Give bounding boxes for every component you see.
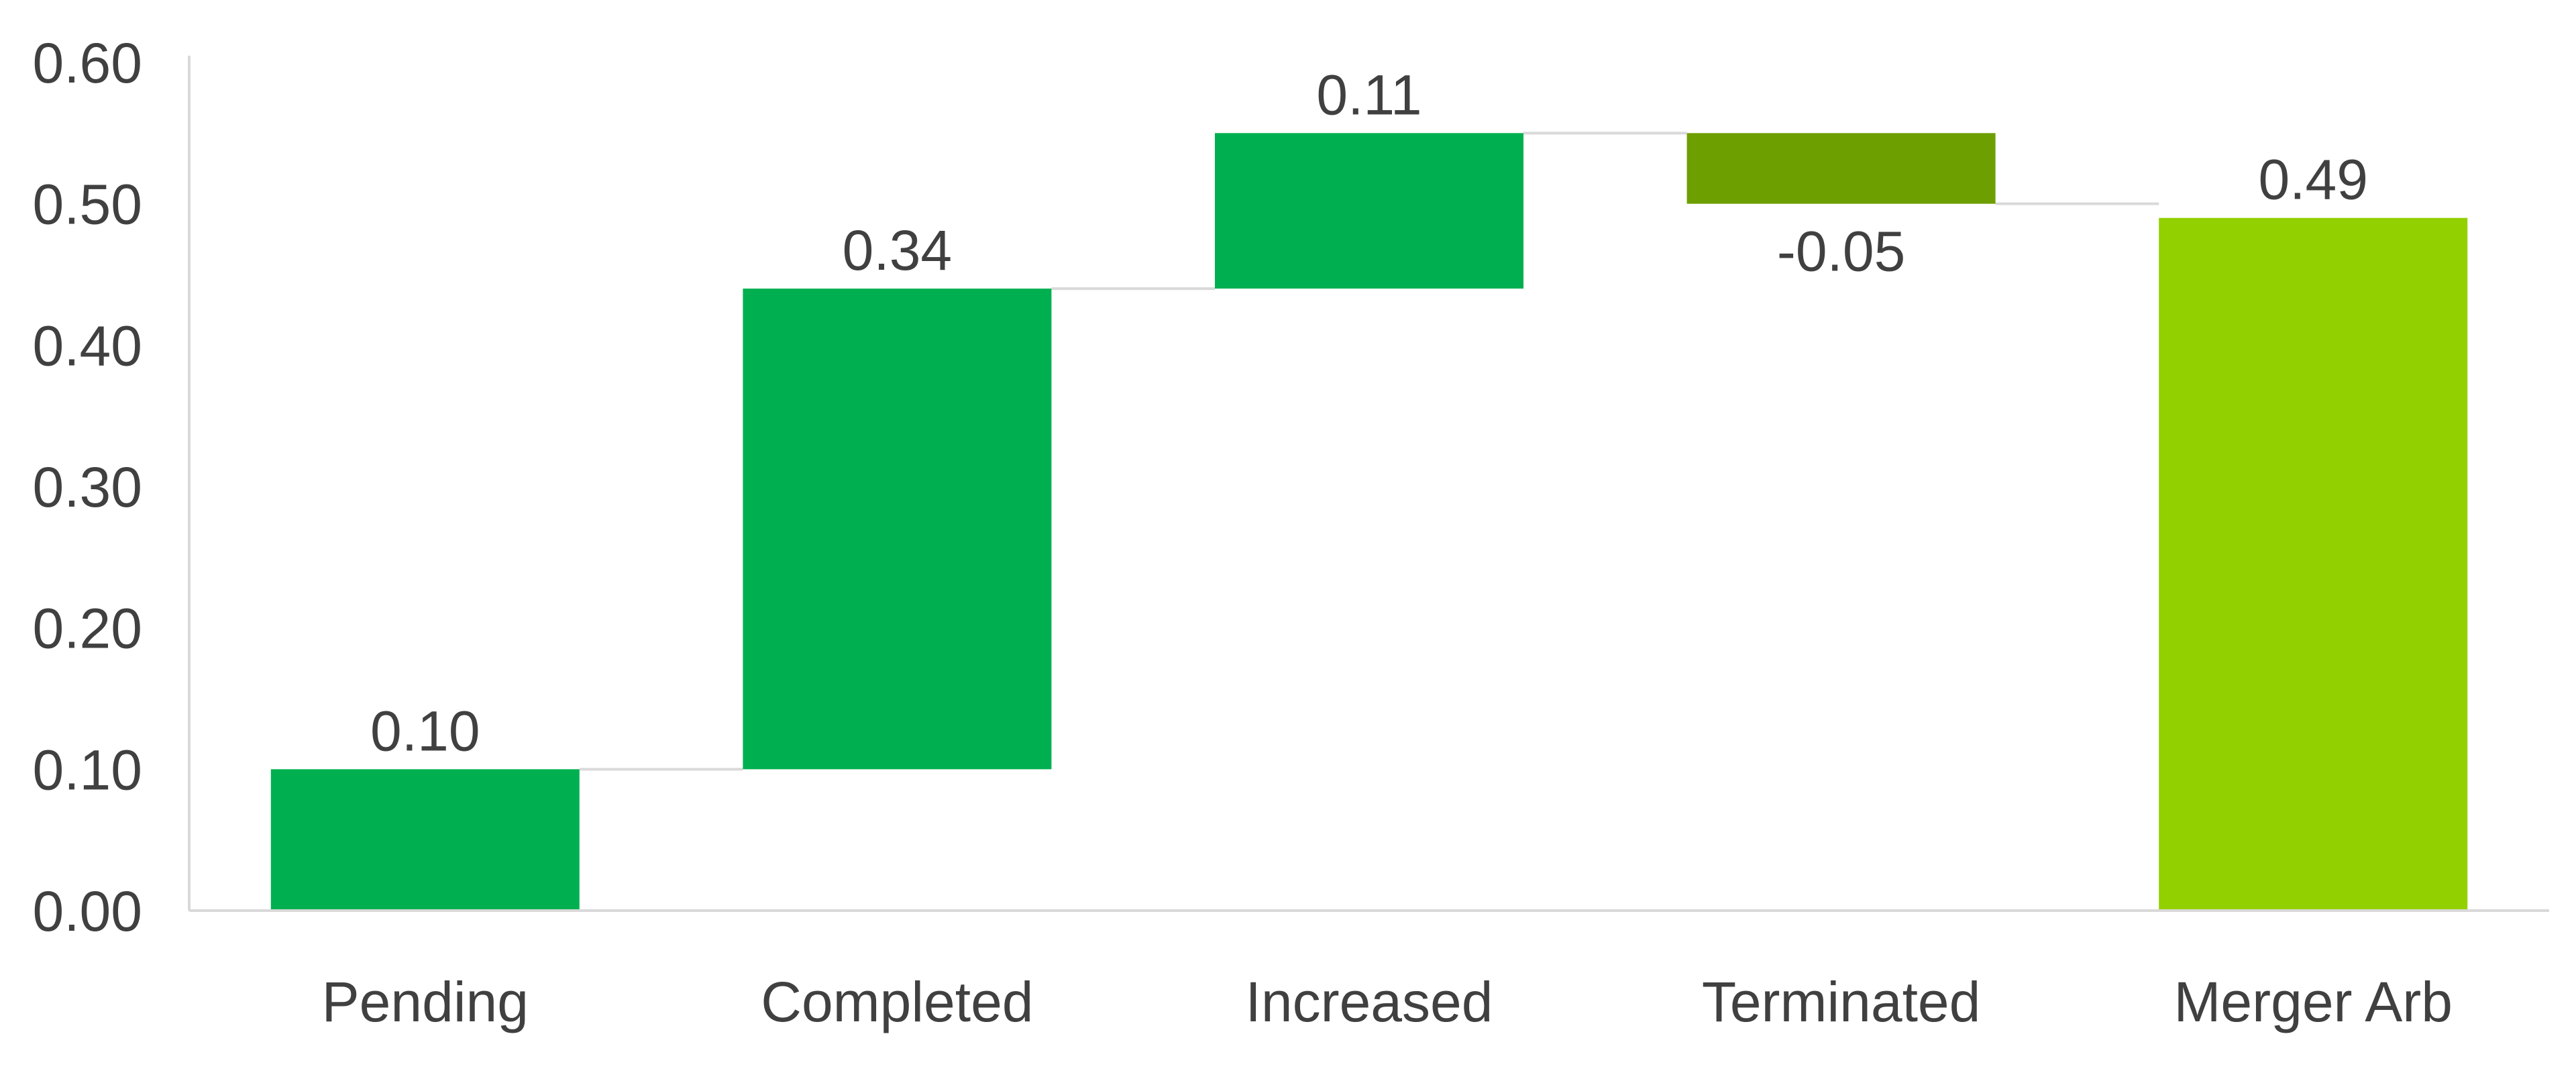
category-label: Completed bbox=[761, 970, 1033, 1033]
y-tick-label: 0.50 bbox=[33, 173, 143, 236]
data-label: 0.11 bbox=[1316, 63, 1421, 126]
bar-increased bbox=[1215, 133, 1523, 289]
bar-terminated bbox=[1686, 133, 1996, 204]
data-label: 0.10 bbox=[370, 699, 480, 762]
y-tick-label: 0.40 bbox=[33, 314, 143, 377]
data-labels: 0.10 0.34 0.11 -0.05 0.49 bbox=[370, 63, 2368, 762]
y-tick-label: 0.60 bbox=[33, 32, 143, 95]
category-label: Increased bbox=[1246, 970, 1493, 1033]
y-tick-label: 0.30 bbox=[33, 456, 143, 519]
y-tick-label: 0.20 bbox=[33, 597, 143, 660]
data-label: 0.49 bbox=[2258, 148, 2368, 211]
bar-pending bbox=[270, 769, 580, 911]
connector-lines bbox=[579, 132, 2159, 771]
data-label: 0.34 bbox=[843, 219, 953, 282]
category-label: Terminated bbox=[1702, 970, 1981, 1033]
data-label: -0.05 bbox=[1777, 220, 1905, 283]
y-axis-ticks: 0.00 0.10 0.20 0.30 0.40 0.50 0.60 bbox=[33, 32, 143, 943]
category-label: Pending bbox=[322, 970, 529, 1033]
bar-merger-arb bbox=[2159, 217, 2468, 911]
y-tick-label: 0.10 bbox=[33, 738, 143, 801]
bars bbox=[270, 133, 2468, 911]
category-label: Merger Arb bbox=[2174, 970, 2453, 1033]
axes bbox=[188, 56, 2549, 912]
bar-completed bbox=[743, 289, 1052, 770]
y-tick-label: 0.00 bbox=[33, 880, 143, 943]
category-labels: Pending Completed Increased Terminated Merge… bbox=[322, 970, 2453, 1033]
